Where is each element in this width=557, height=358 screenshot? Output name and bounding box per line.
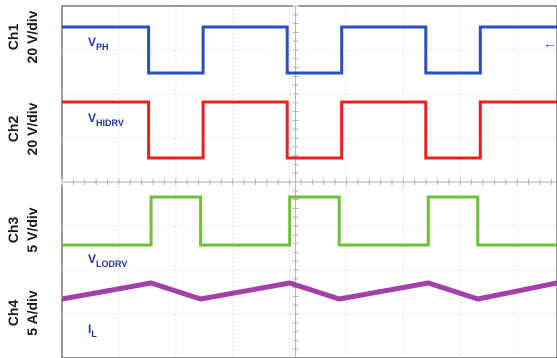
ch1-label-line: 20 V/div — [24, 10, 40, 63]
ch3-signal-label: VLODRV — [88, 252, 127, 269]
trigger-marker: ← — [543, 35, 557, 51]
graticule — [61, 5, 557, 358]
ch3-label-line: 5 V/div — [24, 207, 40, 252]
ch1-signal-label: VPH — [88, 35, 109, 52]
ch4-label-line: Ch4 — [5, 300, 21, 327]
ch4-scale-label: Ch4 5 A/div — [5, 290, 40, 336]
ch3-scale-label: Ch3 5 V/div — [5, 207, 40, 252]
ch1-scale-label: Ch1 20 V/div — [5, 10, 40, 63]
ch1-label-line: Ch1 — [5, 24, 21, 51]
ch1-trace — [62, 25, 557, 75]
ch4-signal-label: IL — [88, 322, 97, 339]
ch2-signal-label: VHIDRV — [88, 111, 124, 128]
ch2-label-line: 20 V/div — [24, 102, 40, 155]
ch2-trace — [62, 100, 557, 160]
ch4-trace — [61, 280, 557, 302]
ch2-scale-label: Ch2 20 V/div — [5, 102, 40, 155]
ch4-label-line: 5 A/div — [24, 290, 40, 336]
ch2-label-line: Ch2 — [5, 116, 21, 143]
ch3-trace — [62, 195, 557, 247]
ch3-label-line: Ch3 — [5, 217, 21, 244]
